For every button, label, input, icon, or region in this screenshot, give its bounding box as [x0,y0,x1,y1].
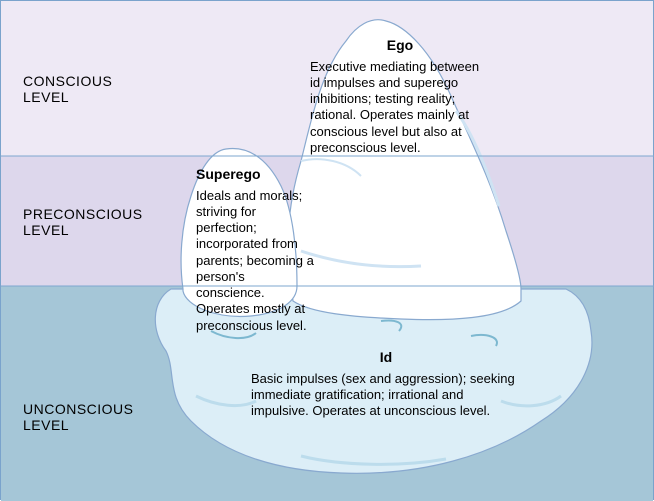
component-ego: Ego Executive mediating between id impul… [310,37,490,156]
label-unconscious: UNCONSCIOUSLEVEL [23,401,134,433]
label-unconscious-text: UNCONSCIOUSLEVEL [23,401,134,433]
freud-iceberg-diagram: CONSCIOUSLEVEL PRECONSCIOUSLEVEL UNCONSC… [0,0,654,500]
label-conscious-text: CONSCIOUSLEVEL [23,73,112,105]
component-superego: Superego Ideals and morals; striving for… [196,166,316,334]
label-preconscious: PRECONSCIOUSLEVEL [23,206,143,238]
id-body: Basic impulses (sex and aggression); see… [251,371,521,420]
ego-body: Executive mediating between id impulses … [310,59,490,157]
label-conscious: CONSCIOUSLEVEL [23,73,112,105]
superego-body: Ideals and morals; striving for perfecti… [196,188,316,334]
component-id: Id Basic impulses (sex and aggression); … [251,349,521,419]
ego-title: Ego [310,37,490,55]
id-title: Id [251,349,521,367]
superego-title: Superego [196,166,316,184]
label-preconscious-text: PRECONSCIOUSLEVEL [23,206,143,238]
